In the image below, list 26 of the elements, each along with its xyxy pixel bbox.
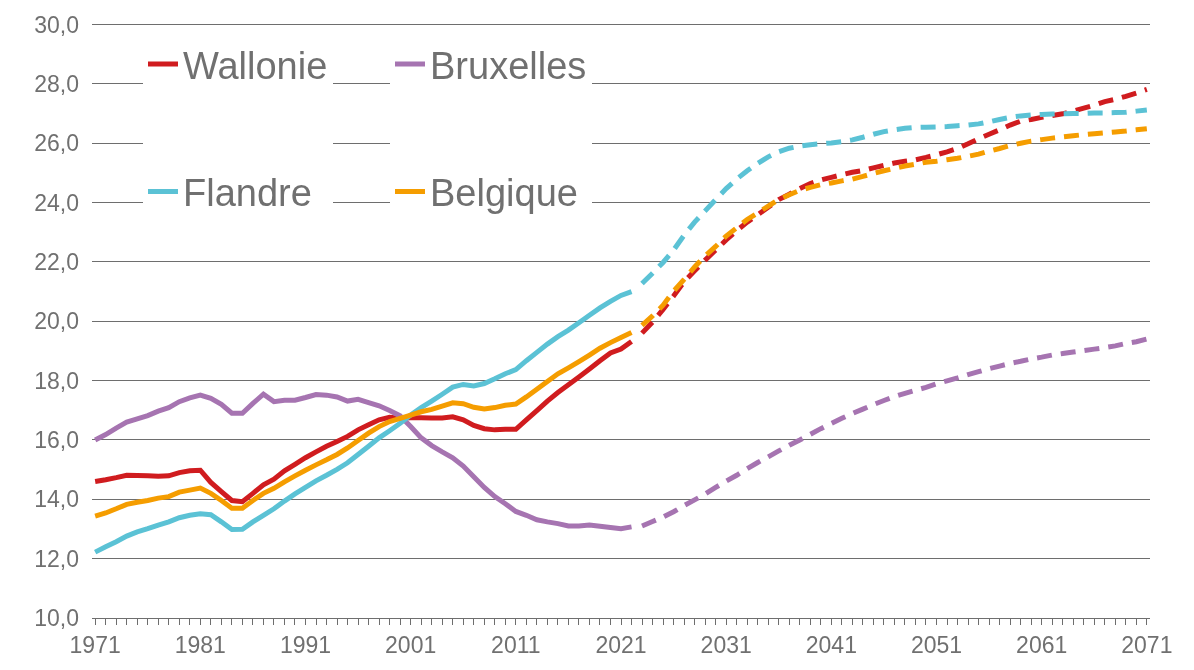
y-tick-label: 18,0 <box>34 367 79 394</box>
x-tick-label: 2041 <box>805 631 857 658</box>
y-tick-label: 20,0 <box>34 308 79 335</box>
x-tick-label: 2021 <box>595 631 647 658</box>
y-tick-label: 26,0 <box>34 130 79 157</box>
legend-label: Wallonie <box>183 44 328 87</box>
x-tick-label: 2061 <box>1016 631 1068 658</box>
legend-label: Flandre <box>183 172 312 215</box>
y-tick-label: 24,0 <box>34 189 79 216</box>
y-tick-label: 22,0 <box>34 248 79 275</box>
y-tick-label: 14,0 <box>34 486 79 513</box>
x-tick-label: 1991 <box>279 631 332 658</box>
y-tick-label: 12,0 <box>34 545 79 572</box>
x-tick-label: 1981 <box>174 631 226 658</box>
y-tick-label: 28,0 <box>34 70 79 97</box>
x-tick-label: 2031 <box>700 631 752 658</box>
y-tick-label: 30,0 <box>34 11 79 38</box>
legend-label: Bruxelles <box>430 44 587 87</box>
y-tick-label: 10,0 <box>34 605 79 632</box>
x-tick-label: 1971 <box>69 631 121 658</box>
x-tick-label: 2051 <box>910 631 963 658</box>
y-tick-label: 16,0 <box>34 427 79 453</box>
legend-label: Belgique <box>430 172 578 215</box>
x-tick-label: 2011 <box>491 631 541 658</box>
x-tick-label: 2001 <box>385 631 437 658</box>
x-tick-label: 2071 <box>1121 631 1173 658</box>
